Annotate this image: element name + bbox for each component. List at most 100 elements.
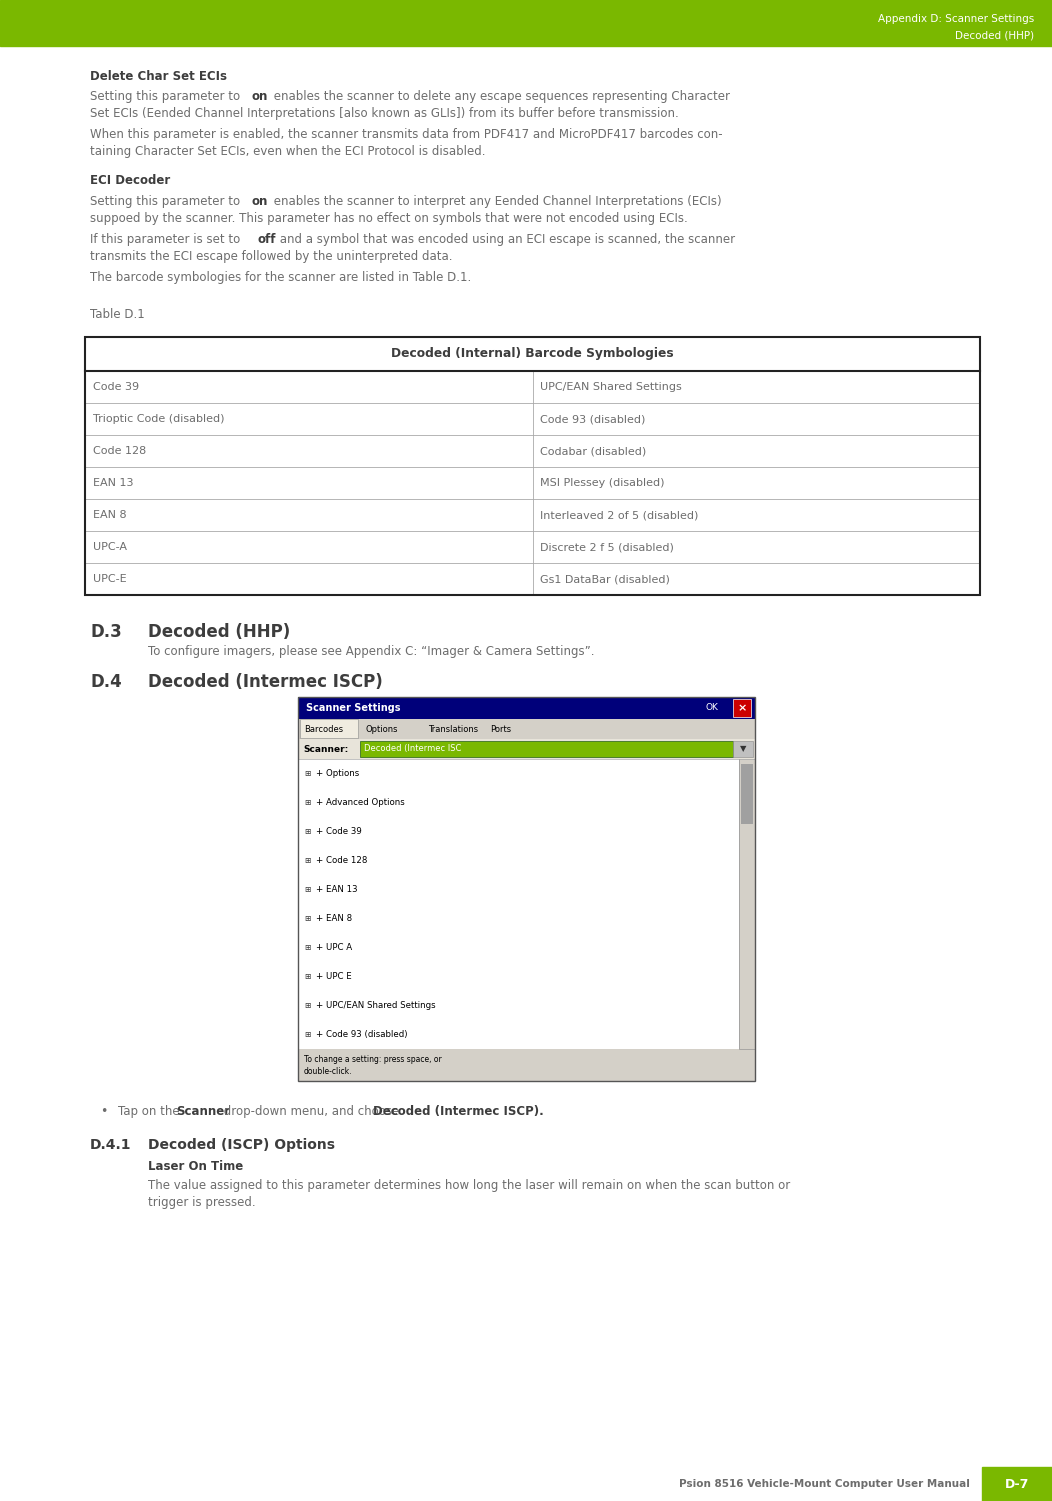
Text: Table D.1: Table D.1 — [90, 308, 145, 321]
Text: double-click.: double-click. — [304, 1067, 352, 1076]
Text: off: off — [258, 233, 277, 246]
Text: Interleaved 2 of 5 (disabled): Interleaved 2 of 5 (disabled) — [541, 510, 699, 519]
Text: Decoded (Internal) Barcode Symbologies: Decoded (Internal) Barcode Symbologies — [391, 348, 674, 360]
Text: The value assigned to this parameter determines how long the laser will remain o: The value assigned to this parameter det… — [148, 1178, 790, 1192]
Text: Translations: Translations — [428, 725, 478, 734]
Bar — [739, 760, 755, 1049]
Text: UPC-E: UPC-E — [93, 573, 126, 584]
Bar — [85, 338, 980, 594]
Text: + UPC A: + UPC A — [316, 943, 352, 952]
Text: on: on — [252, 90, 268, 104]
Bar — [982, 1466, 1052, 1501]
Text: + UPC E: + UPC E — [316, 973, 351, 982]
Text: ⊞: ⊞ — [304, 827, 310, 836]
Text: OK: OK — [705, 704, 717, 713]
Text: ⊞: ⊞ — [304, 856, 310, 865]
Text: D-7: D-7 — [1005, 1477, 1029, 1490]
Text: Code 128: Code 128 — [93, 446, 146, 456]
Bar — [300, 719, 358, 738]
Bar — [298, 760, 739, 1049]
Text: ⊞: ⊞ — [304, 1001, 310, 1010]
Text: •: • — [100, 1105, 107, 1118]
Text: Barcodes: Barcodes — [304, 725, 343, 734]
Text: enables the scanner to delete any escape sequences representing Character: enables the scanner to delete any escape… — [270, 90, 730, 104]
Text: ⊞: ⊞ — [304, 799, 310, 808]
Text: taining Character Set ECIs, even when the ECI Protocol is disabled.: taining Character Set ECIs, even when th… — [90, 146, 486, 158]
Text: UPC-A: UPC-A — [93, 542, 127, 552]
Text: To change a setting: press space, or: To change a setting: press space, or — [304, 1055, 442, 1064]
Text: + UPC/EAN Shared Settings: + UPC/EAN Shared Settings — [316, 1001, 436, 1010]
Bar — [298, 719, 755, 738]
Text: + Advanced Options: + Advanced Options — [316, 799, 405, 808]
Text: + EAN 13: + EAN 13 — [316, 886, 358, 895]
Bar — [733, 699, 751, 717]
Bar — [733, 741, 753, 757]
Text: EAN 13: EAN 13 — [93, 477, 134, 488]
Text: Decoded (Intermec ISC: Decoded (Intermec ISC — [364, 744, 462, 754]
Text: Setting this parameter to: Setting this parameter to — [90, 90, 244, 104]
Text: D.3: D.3 — [90, 623, 122, 641]
Text: + Code 128: + Code 128 — [316, 856, 367, 865]
Text: + Code 39: + Code 39 — [316, 827, 362, 836]
Text: UPC/EAN Shared Settings: UPC/EAN Shared Settings — [541, 381, 683, 392]
Text: Delete Char Set ECIs: Delete Char Set ECIs — [90, 71, 227, 83]
Text: suppoed by the scanner. This parameter has no effect on symbols that were not en: suppoed by the scanner. This parameter h… — [90, 212, 688, 225]
Text: enables the scanner to interpret any Eended Channel Interpretations (ECIs): enables the scanner to interpret any Een… — [270, 195, 722, 209]
Text: + Options: + Options — [316, 769, 359, 778]
Bar — [298, 1049, 755, 1081]
Text: Trioptic Code (disabled): Trioptic Code (disabled) — [93, 414, 224, 423]
Text: Tap on the: Tap on the — [118, 1105, 183, 1118]
Text: Laser On Time: Laser On Time — [148, 1160, 243, 1172]
Text: trigger is pressed.: trigger is pressed. — [148, 1196, 256, 1208]
Text: Discrete 2 f 5 (disabled): Discrete 2 f 5 (disabled) — [541, 542, 674, 552]
Text: Scanner Settings: Scanner Settings — [306, 702, 401, 713]
Text: If this parameter is set to: If this parameter is set to — [90, 233, 244, 246]
Text: Decoded (Intermec ISCP): Decoded (Intermec ISCP) — [148, 672, 383, 690]
Text: + Code 93 (disabled): + Code 93 (disabled) — [316, 1030, 407, 1039]
Text: ⊞: ⊞ — [304, 1030, 310, 1039]
Text: MSI Plessey (disabled): MSI Plessey (disabled) — [541, 477, 665, 488]
Text: Code 93 (disabled): Code 93 (disabled) — [541, 414, 646, 423]
Text: Decoded (HHP): Decoded (HHP) — [148, 623, 290, 641]
Text: Decoded (Intermec ISCP).: Decoded (Intermec ISCP). — [373, 1105, 544, 1118]
Bar — [298, 738, 755, 760]
Text: Ports: Ports — [490, 725, 511, 734]
Bar — [0, 0, 1052, 47]
Text: on: on — [252, 195, 268, 209]
Bar — [298, 696, 755, 719]
Text: transmits the ECI escape followed by the uninterpreted data.: transmits the ECI escape followed by the… — [90, 251, 452, 263]
Bar — [85, 338, 980, 371]
Text: D.4.1: D.4.1 — [90, 1138, 132, 1151]
Text: Codabar (disabled): Codabar (disabled) — [541, 446, 647, 456]
Text: The barcode symbologies for the scanner are listed in Table D.1.: The barcode symbologies for the scanner … — [90, 272, 471, 284]
Text: D.4: D.4 — [90, 672, 122, 690]
Text: Decoded (HHP): Decoded (HHP) — [955, 30, 1034, 41]
Text: When this parameter is enabled, the scanner transmits data from PDF417 and Micro: When this parameter is enabled, the scan… — [90, 128, 723, 141]
Text: ▼: ▼ — [740, 744, 746, 754]
Text: Appendix D: Scanner Settings: Appendix D: Scanner Settings — [877, 14, 1034, 24]
Text: To configure imagers, please see Appendix C: “Imager & Camera Settings”.: To configure imagers, please see Appendi… — [148, 645, 594, 657]
Text: Psion 8516 Vehicle-Mount Computer User Manual: Psion 8516 Vehicle-Mount Computer User M… — [680, 1478, 970, 1489]
Text: Options: Options — [366, 725, 399, 734]
Text: Gs1 DataBar (disabled): Gs1 DataBar (disabled) — [541, 573, 670, 584]
Text: ×: × — [737, 702, 747, 713]
Text: ⊞: ⊞ — [304, 769, 310, 778]
Text: and a symbol that was encoded using an ECI escape is scanned, the scanner: and a symbol that was encoded using an E… — [276, 233, 735, 246]
Text: Decoded (ISCP) Options: Decoded (ISCP) Options — [148, 1138, 335, 1151]
Text: EAN 8: EAN 8 — [93, 510, 126, 519]
Bar — [741, 764, 753, 824]
Text: Setting this parameter to: Setting this parameter to — [90, 195, 244, 209]
Text: Scanner: Scanner — [176, 1105, 230, 1118]
Bar — [298, 696, 755, 1081]
Text: Set ECIs (Eended Channel Interpretations [also known as GLIs]) from its buffer b: Set ECIs (Eended Channel Interpretations… — [90, 107, 679, 120]
Text: ECI Decoder: ECI Decoder — [90, 174, 170, 188]
Text: drop-down menu, and choose: drop-down menu, and choose — [220, 1105, 403, 1118]
Bar — [360, 741, 733, 757]
Text: ⊞: ⊞ — [304, 886, 310, 895]
Text: Code 39: Code 39 — [93, 381, 139, 392]
Text: + EAN 8: + EAN 8 — [316, 914, 352, 923]
Text: ⊞: ⊞ — [304, 943, 310, 952]
Text: Scanner:: Scanner: — [303, 744, 348, 754]
Text: ⊞: ⊞ — [304, 973, 310, 982]
Text: ⊞: ⊞ — [304, 914, 310, 923]
